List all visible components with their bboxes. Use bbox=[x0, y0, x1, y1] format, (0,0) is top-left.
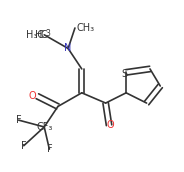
Text: F: F bbox=[16, 115, 22, 125]
Text: H: H bbox=[35, 30, 43, 40]
Text: H₃C: H₃C bbox=[26, 30, 44, 40]
Text: CF₃: CF₃ bbox=[36, 122, 52, 132]
Text: C: C bbox=[40, 30, 47, 40]
Text: S: S bbox=[121, 69, 128, 79]
Text: O: O bbox=[29, 91, 36, 101]
Text: N: N bbox=[64, 44, 72, 53]
Text: CH₃: CH₃ bbox=[77, 23, 95, 33]
Text: O: O bbox=[107, 120, 115, 130]
Text: F: F bbox=[47, 144, 52, 154]
Text: 3: 3 bbox=[45, 29, 50, 39]
Text: F: F bbox=[21, 141, 26, 151]
